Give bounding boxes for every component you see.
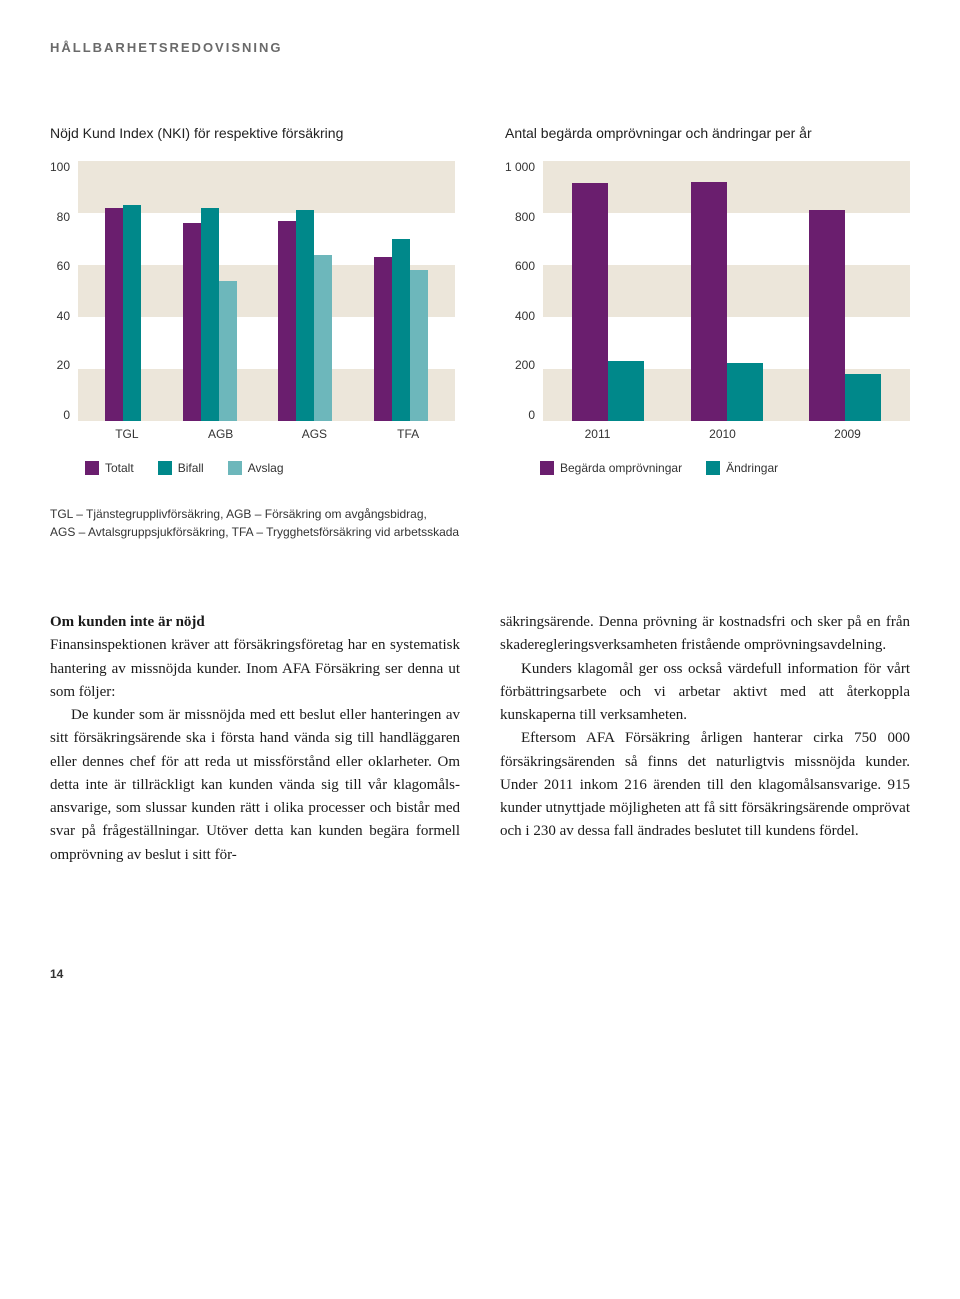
legend-item: Bifall bbox=[158, 461, 204, 475]
x-tick-label: 2009 bbox=[785, 427, 910, 441]
y-tick-label: 60 bbox=[57, 260, 70, 272]
bar-group bbox=[374, 161, 428, 421]
legend-item: Avslag bbox=[228, 461, 284, 475]
y-tick-label: 1 000 bbox=[505, 161, 535, 173]
chart-plot bbox=[543, 161, 910, 421]
legend-label: Ändringar bbox=[726, 461, 778, 475]
y-tick-label: 200 bbox=[515, 359, 535, 371]
x-axis-labels: 201120102009 bbox=[505, 427, 910, 441]
x-tick-label: 2011 bbox=[535, 427, 660, 441]
bar bbox=[608, 361, 644, 421]
body-paragraph: Finansinspektionen kräver att försäkring… bbox=[50, 637, 460, 700]
bar-group bbox=[105, 161, 141, 421]
legend-label: Avslag bbox=[248, 461, 284, 475]
chart-ompröv: Antal begärda omprövningar och ändringar… bbox=[505, 125, 910, 475]
legend-swatch bbox=[158, 461, 172, 475]
chart-legend: Totalt Bifall Avslag bbox=[50, 461, 455, 475]
legend-swatch bbox=[706, 461, 720, 475]
legend-label: Bifall bbox=[178, 461, 204, 475]
y-tick-label: 40 bbox=[57, 310, 70, 322]
chart-title: Nöjd Kund Index (NKI) för respektive för… bbox=[50, 125, 455, 141]
bar-group bbox=[183, 161, 237, 421]
page-header: HÅLLBARHETSREDOVISNING bbox=[50, 40, 910, 55]
chart-area: 100 80 60 40 20 0 bbox=[50, 161, 455, 421]
legend-swatch bbox=[85, 461, 99, 475]
bar bbox=[219, 281, 237, 421]
legend-item: Begärda omprövningar bbox=[540, 461, 682, 475]
page-number: 14 bbox=[50, 967, 910, 981]
body-heading: Om kunden inte är nöjd bbox=[50, 614, 205, 630]
bar bbox=[392, 239, 410, 421]
bar bbox=[183, 223, 201, 421]
x-tick-label: 2010 bbox=[660, 427, 785, 441]
bar bbox=[296, 210, 314, 421]
x-tick-label: TFA bbox=[361, 427, 455, 441]
charts-row: Nöjd Kund Index (NKI) för respektive för… bbox=[50, 125, 910, 475]
x-axis-labels: TGLAGBAGSTFA bbox=[50, 427, 455, 441]
bar bbox=[201, 208, 219, 421]
bar bbox=[374, 257, 392, 421]
y-tick-label: 20 bbox=[57, 359, 70, 371]
legend-item: Totalt bbox=[85, 461, 134, 475]
bar-group bbox=[691, 161, 763, 421]
bar bbox=[691, 182, 727, 421]
bar bbox=[314, 255, 332, 421]
y-tick-label: 0 bbox=[528, 409, 535, 421]
body-paragraph: Kunders klagomål ger oss också värdefull… bbox=[500, 658, 910, 728]
legend-item: Ändringar bbox=[706, 461, 778, 475]
y-tick-label: 0 bbox=[63, 409, 70, 421]
y-axis: 100 80 60 40 20 0 bbox=[50, 161, 78, 421]
bar-group bbox=[809, 161, 881, 421]
legend-swatch bbox=[228, 461, 242, 475]
body-paragraph: Eftersom AFA Försäkring årligen hanterar… bbox=[500, 727, 910, 843]
y-tick-label: 100 bbox=[50, 161, 70, 173]
y-axis: 1 000 800 600 400 200 0 bbox=[505, 161, 543, 421]
footnote-line: AGS – Avtalsgruppsjukförsäkring, TFA – T… bbox=[50, 525, 459, 539]
chart-footnote: TGL – Tjänstegrupplivförsäkring, AGB – F… bbox=[50, 505, 480, 541]
bar bbox=[845, 374, 881, 421]
x-tick-label: TGL bbox=[80, 427, 174, 441]
legend-label: Begärda omprövningar bbox=[560, 461, 682, 475]
chart-legend: Begärda omprövningar Ändringar bbox=[505, 461, 910, 475]
y-tick-label: 80 bbox=[57, 211, 70, 223]
bar bbox=[727, 363, 763, 422]
body-text: Om kunden inte är nöjd Finansinspektione… bbox=[50, 611, 910, 867]
bar bbox=[105, 208, 123, 421]
body-paragraph: säkringsärende. Denna prövning är kostna… bbox=[500, 611, 910, 658]
legend-swatch bbox=[540, 461, 554, 475]
chart-area: 1 000 800 600 400 200 0 bbox=[505, 161, 910, 421]
chart-plot bbox=[78, 161, 455, 421]
body-column-left: Om kunden inte är nöjd Finansinspektione… bbox=[50, 611, 460, 867]
x-tick-label: AGB bbox=[174, 427, 268, 441]
legend-label: Totalt bbox=[105, 461, 134, 475]
y-tick-label: 600 bbox=[515, 260, 535, 272]
bar bbox=[572, 183, 608, 421]
bar-group bbox=[278, 161, 332, 421]
bar bbox=[123, 205, 141, 421]
bar-group bbox=[572, 161, 644, 421]
bar bbox=[278, 221, 296, 421]
bar bbox=[809, 210, 845, 421]
chart-title: Antal begärda omprövningar och ändringar… bbox=[505, 125, 910, 141]
chart-nki: Nöjd Kund Index (NKI) för respektive för… bbox=[50, 125, 455, 475]
body-column-right: säkringsärende. Denna prövning är kostna… bbox=[500, 611, 910, 867]
footnote-line: TGL – Tjänstegrupplivförsäkring, AGB – F… bbox=[50, 507, 427, 521]
y-tick-label: 400 bbox=[515, 310, 535, 322]
x-tick-label: AGS bbox=[268, 427, 362, 441]
bar bbox=[410, 270, 428, 421]
body-paragraph: De kunder som är missnöjda med ett beslu… bbox=[50, 704, 460, 867]
y-tick-label: 800 bbox=[515, 211, 535, 223]
